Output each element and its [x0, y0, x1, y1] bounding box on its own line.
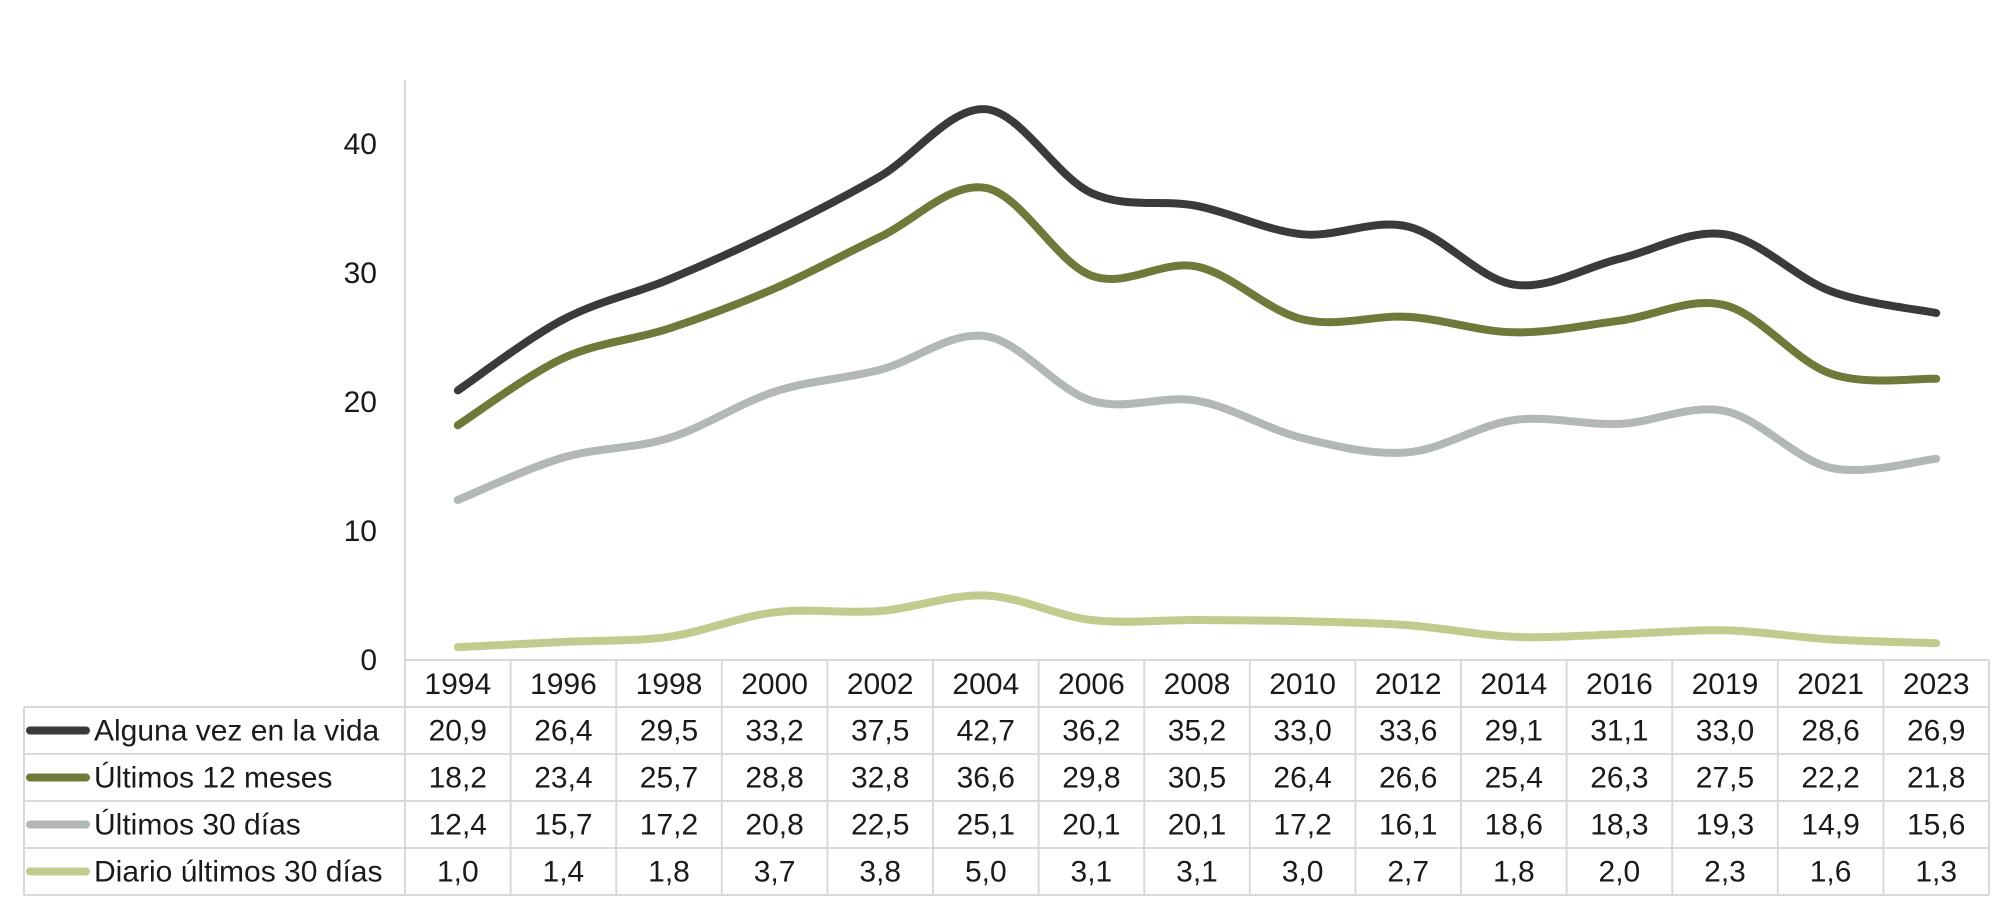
data-label: 37,5: [851, 715, 909, 748]
data-label: 1,6: [1810, 856, 1852, 889]
y-tick-label: 20: [344, 386, 377, 419]
data-label: 26,6: [1379, 762, 1437, 795]
x-tick-label: 2021: [1797, 668, 1864, 701]
data-label: 15,7: [534, 809, 592, 842]
x-tick-label: 2014: [1480, 668, 1547, 701]
x-tick-label: 1996: [530, 668, 597, 701]
data-label: 12,4: [429, 809, 487, 842]
x-tick-label: 1998: [636, 668, 703, 701]
data-label: 26,3: [1590, 762, 1648, 795]
data-label: 42,7: [957, 715, 1015, 748]
data-label: 27,5: [1696, 762, 1754, 795]
data-label: 15,6: [1907, 809, 1965, 842]
data-label: 1,0: [437, 856, 479, 889]
data-label: 21,8: [1907, 762, 1965, 795]
x-tick-label: 2008: [1164, 668, 1231, 701]
data-label: 22,2: [1801, 762, 1859, 795]
y-tick-label: 0: [360, 644, 377, 677]
data-label: 29,5: [640, 715, 698, 748]
data-label: 19,3: [1696, 809, 1754, 842]
x-tick-label: 2000: [741, 668, 808, 701]
data-label: 3,1: [1071, 856, 1113, 889]
data-label: 32,8: [851, 762, 909, 795]
x-tick-label: 2012: [1375, 668, 1442, 701]
data-label: 26,4: [534, 715, 592, 748]
y-tick-label: 10: [344, 515, 377, 548]
data-label: 29,1: [1485, 715, 1543, 748]
data-label: 33,0: [1696, 715, 1754, 748]
legend-label: Diario últimos 30 días: [94, 856, 382, 889]
data-label: 5,0: [965, 856, 1007, 889]
legend-label: Últimos 12 meses: [94, 762, 332, 795]
data-label: 29,8: [1062, 762, 1120, 795]
data-label: 18,6: [1485, 809, 1543, 842]
data-label: 25,4: [1485, 762, 1543, 795]
series-line-2: [453, 183, 1941, 430]
data-label: 1,3: [1915, 856, 1957, 889]
legend-label: Últimos 30 días: [94, 809, 301, 842]
data-label: 20,1: [1062, 809, 1120, 842]
x-tick-label: 2010: [1269, 668, 1336, 701]
data-label: 23,4: [534, 762, 592, 795]
legend-label: Alguna vez en la vida: [94, 715, 380, 748]
data-label: 36,6: [957, 762, 1015, 795]
data-label: 18,2: [429, 762, 487, 795]
data-label: 30,5: [1168, 762, 1226, 795]
data-label: 16,1: [1379, 809, 1437, 842]
data-label: 35,2: [1168, 715, 1226, 748]
data-label: 25,7: [640, 762, 698, 795]
data-label: 3,1: [1176, 856, 1218, 889]
data-label: 26,4: [1273, 762, 1331, 795]
x-tick-label: 1994: [424, 668, 491, 701]
data-label: 31,1: [1590, 715, 1648, 748]
data-label: 1,4: [543, 856, 585, 889]
x-tick-label: 2016: [1586, 668, 1653, 701]
series-line-3: [453, 331, 1941, 504]
data-label: 3,7: [754, 856, 796, 889]
data-label: 33,6: [1379, 715, 1437, 748]
data-label: 3,0: [1282, 856, 1324, 889]
x-tick-label: 2023: [1903, 668, 1970, 701]
data-label: 22,5: [851, 809, 909, 842]
data-label: 2,3: [1704, 856, 1746, 889]
data-label: 20,8: [745, 809, 803, 842]
data-label: 18,3: [1590, 809, 1648, 842]
x-tick-label: 2004: [952, 668, 1019, 701]
data-label: 17,2: [1273, 809, 1331, 842]
x-tick-label: 2019: [1692, 668, 1759, 701]
data-label: 28,6: [1801, 715, 1859, 748]
data-label: 2,7: [1387, 856, 1429, 889]
data-label: 33,2: [745, 715, 803, 748]
x-tick-label: 2006: [1058, 668, 1125, 701]
series-line-1: [453, 105, 1941, 395]
data-label: 33,0: [1273, 715, 1331, 748]
data-label: 1,8: [1493, 856, 1535, 889]
y-tick-label: 40: [344, 128, 377, 161]
data-label: 36,2: [1062, 715, 1120, 748]
data-label: 20,1: [1168, 809, 1226, 842]
data-label: 1,8: [648, 856, 690, 889]
x-tick-label: 2002: [847, 668, 914, 701]
data-label: 28,8: [745, 762, 803, 795]
data-label: 14,9: [1801, 809, 1859, 842]
data-label: 25,1: [957, 809, 1015, 842]
data-label: 26,9: [1907, 715, 1965, 748]
series-line-4: [453, 591, 1941, 652]
y-tick-label: 30: [344, 257, 377, 290]
data-label: 2,0: [1599, 856, 1641, 889]
data-label: 17,2: [640, 809, 698, 842]
data-label: 20,9: [429, 715, 487, 748]
data-label: 3,8: [859, 856, 901, 889]
